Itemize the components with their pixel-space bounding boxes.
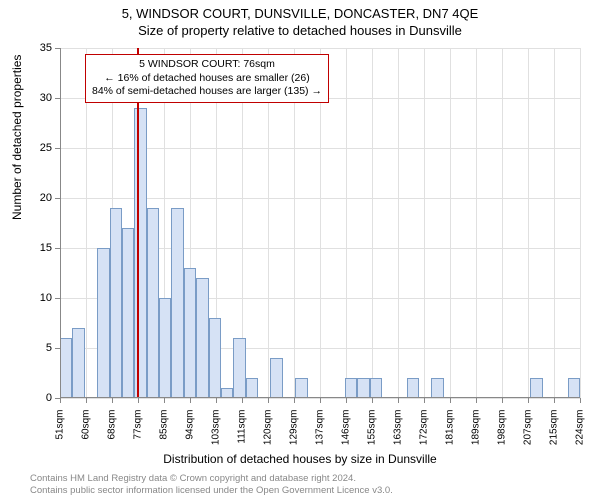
x-tick-label: 207sqm bbox=[523, 410, 534, 460]
x-tick-label: 129sqm bbox=[289, 410, 300, 460]
histogram-bar bbox=[568, 378, 580, 398]
callout-line-1: 5 WINDSOR COURT: 76sqm bbox=[92, 58, 322, 72]
x-tick-label: 60sqm bbox=[81, 410, 92, 460]
histogram-bar bbox=[122, 228, 134, 398]
histogram-bar bbox=[295, 378, 307, 398]
x-tick-label: 68sqm bbox=[107, 410, 118, 460]
footer-line-1: Contains HM Land Registry data © Crown c… bbox=[30, 473, 393, 484]
histogram-bar bbox=[147, 208, 159, 398]
y-tick-label: 10 bbox=[0, 292, 52, 304]
histogram-bar bbox=[407, 378, 419, 398]
histogram-bar bbox=[97, 248, 109, 398]
y-tick-label: 20 bbox=[0, 192, 52, 204]
x-tick-label: 111sqm bbox=[237, 410, 248, 460]
histogram-bar bbox=[171, 208, 183, 398]
callout-line-2: ← 16% of detached houses are smaller (26… bbox=[92, 72, 322, 86]
x-tick-label: 181sqm bbox=[445, 410, 456, 460]
footer-attribution: Contains HM Land Registry data © Crown c… bbox=[30, 473, 393, 496]
x-tick-label: 51sqm bbox=[55, 410, 66, 460]
x-tick-label: 94sqm bbox=[185, 410, 196, 460]
y-tick-label: 35 bbox=[0, 42, 52, 54]
x-tick-label: 77sqm bbox=[133, 410, 144, 460]
histogram-bar bbox=[357, 378, 369, 398]
histogram-bar bbox=[159, 298, 171, 398]
histogram-bar bbox=[431, 378, 443, 398]
x-tick-label: 172sqm bbox=[419, 410, 430, 460]
x-tick-label: 198sqm bbox=[497, 410, 508, 460]
callout-line-3: 84% of semi-detached houses are larger (… bbox=[92, 85, 322, 99]
x-tick-label: 215sqm bbox=[549, 410, 560, 460]
title-line-1: 5, WINDSOR COURT, DUNSVILLE, DONCASTER, … bbox=[0, 0, 600, 21]
footer-line-2: Contains public sector information licen… bbox=[30, 485, 393, 496]
x-tick-label: 85sqm bbox=[159, 410, 170, 460]
x-tick-label: 189sqm bbox=[471, 410, 482, 460]
x-tick-label: 103sqm bbox=[211, 410, 222, 460]
y-tick-label: 5 bbox=[0, 342, 52, 354]
histogram-bar bbox=[270, 358, 282, 398]
property-callout: 5 WINDSOR COURT: 76sqm← 16% of detached … bbox=[85, 54, 329, 103]
x-tick-label: 137sqm bbox=[315, 410, 326, 460]
y-tick-label: 15 bbox=[0, 242, 52, 254]
y-tick-label: 30 bbox=[0, 92, 52, 104]
x-tick-label: 163sqm bbox=[393, 410, 404, 460]
title-line-2: Size of property relative to detached ho… bbox=[0, 21, 600, 38]
x-tick-label: 146sqm bbox=[341, 410, 352, 460]
x-tick-label: 120sqm bbox=[263, 410, 274, 460]
histogram-bar bbox=[370, 378, 382, 398]
histogram-bar bbox=[196, 278, 208, 398]
x-tick-label: 155sqm bbox=[367, 410, 378, 460]
chart-container: 5, WINDSOR COURT, DUNSVILLE, DONCASTER, … bbox=[0, 0, 600, 500]
x-tick-label: 224sqm bbox=[575, 410, 586, 460]
histogram-bar bbox=[60, 338, 72, 398]
histogram-bar bbox=[530, 378, 542, 398]
y-tick-label: 0 bbox=[0, 392, 52, 404]
histogram-bar bbox=[72, 328, 84, 398]
histogram-bar bbox=[209, 318, 221, 398]
histogram-bar bbox=[233, 338, 245, 398]
y-tick-label: 25 bbox=[0, 142, 52, 154]
histogram-bar bbox=[246, 378, 258, 398]
histogram-bar bbox=[110, 208, 122, 398]
histogram-bar bbox=[184, 268, 196, 398]
histogram-bar bbox=[345, 378, 357, 398]
